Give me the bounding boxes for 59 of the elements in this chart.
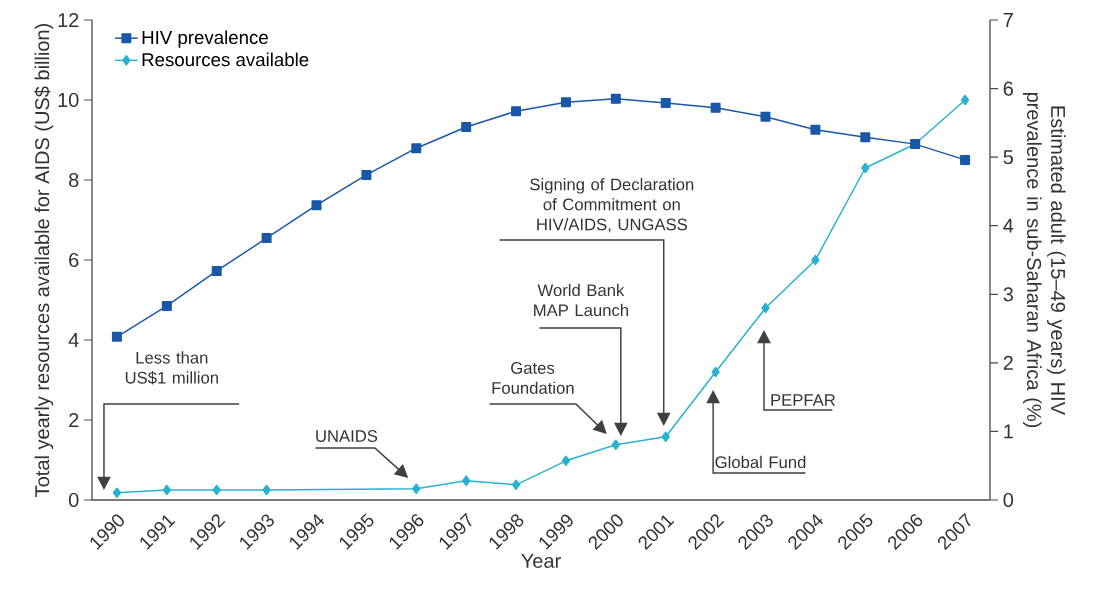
y-tick-label: 8 [69, 172, 79, 188]
y-tick-label: 6 [69, 252, 79, 268]
y2-tick-label: 0 [1003, 492, 1014, 508]
point [261, 233, 272, 244]
y-tick-label: 12 [58, 13, 79, 27]
point [960, 94, 970, 106]
y2-tick-label: 5 [1003, 150, 1014, 165]
y2-tick-label: 4 [1003, 218, 1014, 233]
y2-tick-label: 7 [1003, 13, 1013, 27]
point [710, 102, 721, 113]
point [560, 97, 571, 108]
point [412, 483, 421, 495]
annotation: UNAIDS [316, 430, 378, 442]
annotation: Less than US$1 million [125, 351, 218, 385]
point [611, 439, 620, 451]
y2-tick-label: 1 [1004, 424, 1013, 439]
y-tick-label: 0 [68, 492, 79, 508]
point [561, 455, 571, 467]
point [212, 484, 221, 496]
point [711, 366, 720, 378]
point [861, 162, 870, 174]
legend-label: HIV prevalence [142, 30, 268, 48]
point [610, 93, 621, 104]
y-tick-label: 4 [68, 333, 79, 347]
point [461, 121, 472, 132]
point [511, 106, 522, 117]
point [860, 132, 871, 143]
y2-axis-title: Estimated adult (15–49 years) HIV prevalence in sub-Saharan Africa (%) [1023, 92, 1066, 428]
point [162, 484, 171, 496]
point [810, 124, 821, 135]
point [462, 475, 471, 487]
annotation: Global Fund [715, 455, 806, 469]
point [211, 265, 222, 276]
point [960, 154, 971, 165]
point [760, 111, 771, 122]
y-tick-label: 2 [69, 413, 79, 427]
legend-label: Resources available [142, 52, 309, 67]
point [811, 254, 820, 266]
y-axis-title: Total yearly resources available for AIDS (US$ billion) [34, 24, 54, 497]
annotation: Signing of Declaration of Commitment on HIV/AIDS, UNGASS [530, 178, 694, 233]
y2-tick-label: 3 [1003, 287, 1013, 302]
point [161, 300, 172, 311]
y2-tick-label: 6 [1003, 81, 1013, 96]
annotation: PEPFAR [771, 394, 836, 406]
point [311, 200, 322, 211]
point [111, 331, 122, 342]
point [661, 431, 670, 443]
y2-tick-label: 2 [1003, 355, 1013, 370]
point [262, 484, 271, 496]
point [511, 479, 521, 491]
point [112, 487, 122, 499]
y-tick-label: 10 [58, 92, 79, 108]
point [761, 302, 770, 314]
point [411, 143, 422, 154]
annotation: World Bank MAP Launch [534, 283, 628, 317]
point [361, 169, 372, 180]
x-axis-title: Year [521, 554, 561, 568]
annotation: Gates Foundation [492, 362, 574, 394]
point [660, 97, 671, 108]
